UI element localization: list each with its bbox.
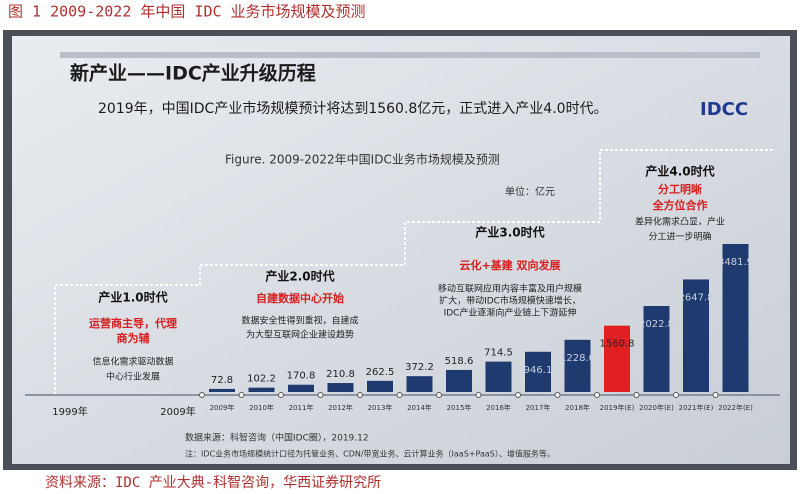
value-label: 210.8 xyxy=(326,369,355,380)
timeline-dot xyxy=(594,392,600,398)
x-tick-label: 2016年 xyxy=(486,403,511,412)
stage-title: 产业4.0时代 xyxy=(645,164,714,179)
footer: 资料来源：IDC 产业大典-科智咨询，华西证券研究所 xyxy=(45,475,381,491)
stage-desc: 信息化需求驱动数据 xyxy=(92,356,173,368)
value-label: 518.6 xyxy=(445,356,474,367)
subtitle: 2019年，中国IDC产业市场规模预计将达到1560.8亿元，正式进入产业4.0… xyxy=(98,100,608,117)
bar xyxy=(288,384,314,392)
x-tick-label: 2013年 xyxy=(368,403,393,412)
timeline-dot xyxy=(238,392,245,398)
stage-desc: IDC产业逐渐向产业链上下游延伸 xyxy=(444,307,577,319)
value-label: 372.2 xyxy=(405,362,434,373)
stage-highlight: 云化+基建 双向发展 xyxy=(459,258,561,272)
timeline-dot xyxy=(436,392,442,398)
timeline-dot xyxy=(357,392,363,398)
stage-highlight: 全方位合作 xyxy=(652,198,708,212)
value-label: 2647.8 xyxy=(679,292,714,303)
x-tick-label: 2011年 xyxy=(289,403,314,412)
x-tick-label: 2020年(E) xyxy=(639,403,674,412)
timeline-dot xyxy=(633,392,640,398)
timeline-dot xyxy=(199,392,205,398)
bar xyxy=(722,244,749,392)
value-label: 72.8 xyxy=(211,375,233,386)
bar xyxy=(248,387,275,392)
x-tick-label: 2015年 xyxy=(447,403,472,412)
value-label: 714.5 xyxy=(484,348,513,359)
stage-desc: 差异化需求凸显，产业 xyxy=(635,216,725,228)
x-tick-label: 2022年(E) xyxy=(718,403,753,412)
header: 图 1 2009-2022 年中国 IDC 业务市场规模及预测 xyxy=(8,3,366,21)
timeline-dot xyxy=(396,392,403,398)
bar xyxy=(485,361,512,392)
stage-title: 产业3.0时代 xyxy=(475,225,544,240)
x-tick-label: 2010年 xyxy=(249,403,274,412)
value-label: 946.1 xyxy=(524,365,553,376)
value-label: 1228.0 xyxy=(560,353,595,364)
timeline-dot xyxy=(278,392,284,398)
x-tick-label: 2019年(E) xyxy=(600,403,635,412)
data-source: 数据来源：科智咨询（中国IDC圈），2019.12 xyxy=(185,432,369,444)
timeline-dot xyxy=(475,392,482,398)
x-tick-label: 2018年 xyxy=(565,403,590,412)
stage-highlight: 分工明晰 xyxy=(658,182,702,196)
stage-desc: 数据安全性得到重视，自建成 xyxy=(241,315,358,327)
bar xyxy=(683,279,709,392)
note: 注：IDC业务市场规模统计口径为托管业务、CDN/带宽业务、云计算业务（IaaS… xyxy=(185,449,555,459)
stage-desc: 为大型互联网企业建设趋势 xyxy=(246,329,354,341)
stage-highlight: 运营商主导，代理 xyxy=(89,316,177,330)
stage-title: 产业2.0时代 xyxy=(265,269,334,284)
stage-desc: 移动互联网应用内容丰富及用户规模 xyxy=(438,283,582,295)
stage-title: 产业1.0时代 xyxy=(98,290,167,305)
value-label: 170.8 xyxy=(287,371,316,382)
x-tick-label: 2009年 xyxy=(210,403,235,412)
stage-desc: 分工进一步明确 xyxy=(648,231,711,243)
value-label: 3481.9 xyxy=(718,257,753,268)
bar xyxy=(209,388,235,392)
bar xyxy=(367,380,393,392)
unit: 单位：亿元 xyxy=(505,185,555,198)
timeline-label: 1999年 xyxy=(52,405,87,418)
slide-title: 新产业——IDC产业升级历程 xyxy=(70,62,316,85)
timeline-dot xyxy=(673,392,679,398)
slide-bar xyxy=(60,52,760,58)
x-tick-label: 2012年 xyxy=(328,403,353,412)
value-label: 102.2 xyxy=(247,374,276,385)
bar xyxy=(564,339,591,392)
logo: IDCC xyxy=(700,99,748,120)
x-tick-label: 2017年 xyxy=(526,403,551,412)
value-label: 2022.8 xyxy=(639,319,674,330)
stage-highlight: 自建数据中心开始 xyxy=(256,291,344,305)
bar xyxy=(327,383,354,392)
bar xyxy=(525,351,551,392)
chart-title: Figure. 2009-2022年中国IDC业务市场规模及预测 xyxy=(225,152,500,167)
bar xyxy=(446,369,472,392)
x-tick-label: 2014年 xyxy=(407,403,432,412)
bar xyxy=(406,376,433,392)
x-tick-label: 2021年(E) xyxy=(679,403,714,412)
timeline-dot xyxy=(515,392,521,398)
timeline-dot xyxy=(317,392,324,398)
stage-desc: 扩大，带动IDC市场规模快速增长， xyxy=(439,295,581,307)
value-label: 1560.8 xyxy=(600,339,635,350)
staircase xyxy=(54,149,775,395)
value-label: 262.5 xyxy=(366,367,395,378)
bar xyxy=(604,325,630,392)
timeline-dot xyxy=(554,392,561,398)
stage-highlight: 商为辅 xyxy=(117,331,150,345)
bar xyxy=(643,306,670,392)
timeline-label: 2009年 xyxy=(160,405,195,418)
timeline-dot xyxy=(712,392,719,398)
stage-desc: 中心行业发展 xyxy=(106,371,160,383)
